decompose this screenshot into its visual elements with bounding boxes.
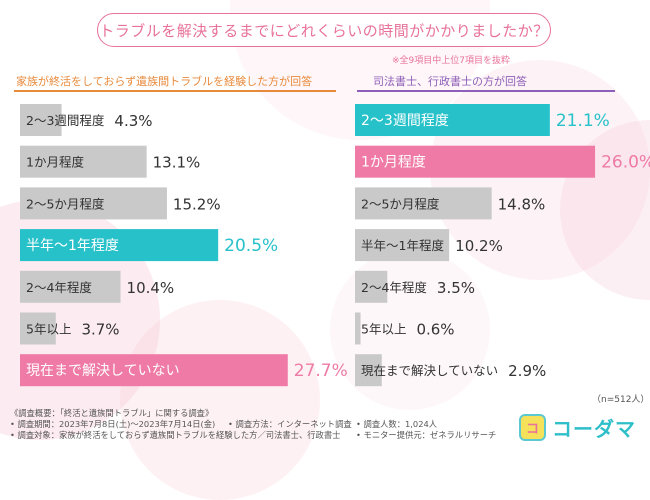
footer-count: • 調査人数：1,024人 bbox=[356, 419, 438, 429]
right-bar-3 bbox=[355, 187, 492, 220]
footer-heading: 《調査概要：「終活と遺族間トラブル」に関する調査》 bbox=[10, 408, 214, 418]
left-value-label-1: 4.3% bbox=[114, 112, 152, 130]
left-value-label-2: 13.1% bbox=[153, 154, 201, 172]
right-bar-6 bbox=[355, 312, 361, 345]
right-category-label-2: 1か月程度 bbox=[361, 155, 426, 171]
left-value-label-5: 10.4% bbox=[127, 279, 175, 297]
sample-size-note: （n=512人） bbox=[592, 395, 650, 405]
left-category-label-4: 半年〜1年程度 bbox=[26, 238, 119, 254]
logo-mark-icon: コ bbox=[519, 414, 546, 441]
right-category-label-7: 現在まで解決していない bbox=[361, 363, 498, 378]
footer-method: • 調査方法：インターネット調査 bbox=[228, 419, 352, 429]
footer-target: • 調査対象：家族が終活をしておらず遺族間トラブルを経験した方／司法書士、行政書… bbox=[10, 430, 341, 440]
right-value-label-2: 26.0% bbox=[601, 153, 650, 173]
left-bar-3 bbox=[20, 187, 167, 220]
left-chart-title: 家族が終活をしておらず遺族間トラブルを経験した方が回答 bbox=[16, 75, 313, 88]
brand-logo: コ コーダマ bbox=[519, 413, 636, 442]
right-category-label-6: 5年以上 bbox=[361, 322, 406, 337]
right-value-label-4: 10.2% bbox=[455, 237, 503, 255]
left-value-label-4: 20.5% bbox=[224, 236, 278, 256]
right-bar-7 bbox=[355, 354, 382, 387]
right-value-label-3: 14.8% bbox=[498, 195, 546, 213]
left-bar-5 bbox=[20, 270, 121, 303]
left-category-label-1: 2〜3週間程度 bbox=[26, 113, 105, 128]
left-category-label-6: 5年以上 bbox=[26, 322, 71, 337]
left-value-label-7: 27.7% bbox=[294, 361, 348, 381]
right-value-label-6: 0.6% bbox=[416, 321, 454, 339]
left-title-underline bbox=[14, 90, 336, 92]
left-value-label-3: 15.2% bbox=[173, 195, 221, 213]
left-bar-1 bbox=[20, 104, 62, 136]
right-value-label-5: 3.5% bbox=[437, 279, 475, 297]
left-category-label-2: 1か月程度 bbox=[26, 155, 84, 170]
title-note: ※全9項目中上位7項目を抜粋 bbox=[392, 56, 510, 66]
right-category-label-3: 2〜5か月程度 bbox=[361, 196, 440, 211]
right-bar-5 bbox=[355, 270, 388, 303]
left-category-label-5: 2〜4年程度 bbox=[26, 280, 92, 295]
survey-footer: 《調査概要：「終活と遺族間トラブル」に関する調査》 • 調査期間：2023年7月… bbox=[10, 408, 496, 441]
right-category-label-4: 半年〜1年程度 bbox=[361, 238, 444, 253]
right-bar-2 bbox=[355, 145, 596, 178]
left-category-label-7: 現在まで解決していない bbox=[26, 363, 180, 379]
right-title-underline bbox=[357, 90, 615, 92]
page-title: トラブルを解決するまでにどれくらいの時間がかかりましたか？ bbox=[97, 13, 551, 47]
bar-charts: 2〜3週間程度 4.3% 1か月程度 13.1% 2〜5か月程度 15.2% 半年〜1年程度… bbox=[20, 104, 650, 387]
footer-period: • 調査期間：2023年7月8日(土)〜2023年7月14日(金) bbox=[10, 419, 216, 429]
right-bar-4 bbox=[355, 229, 450, 262]
right-value-label-1: 21.1% bbox=[556, 111, 610, 131]
left-bar-2 bbox=[20, 145, 147, 178]
left-value-label-6: 3.7% bbox=[81, 321, 119, 339]
right-bar-1 bbox=[355, 104, 550, 136]
left-bar-4 bbox=[20, 229, 219, 262]
right-category-label-1: 2〜3週間程度 bbox=[361, 113, 449, 129]
right-chart-title: 司法書士、行政書士の方が回答 bbox=[373, 75, 527, 88]
left-category-label-3: 2〜5か月程度 bbox=[26, 196, 105, 211]
left-bar-7 bbox=[20, 354, 288, 387]
left-bar-6 bbox=[20, 312, 56, 345]
right-category-label-5: 2〜4年程度 bbox=[361, 280, 427, 295]
footer-provider: • モニター提供元：ゼネラルリサーチ bbox=[356, 430, 497, 440]
logo-text: コーダマ bbox=[552, 417, 636, 441]
right-value-label-7: 2.9% bbox=[508, 362, 546, 380]
